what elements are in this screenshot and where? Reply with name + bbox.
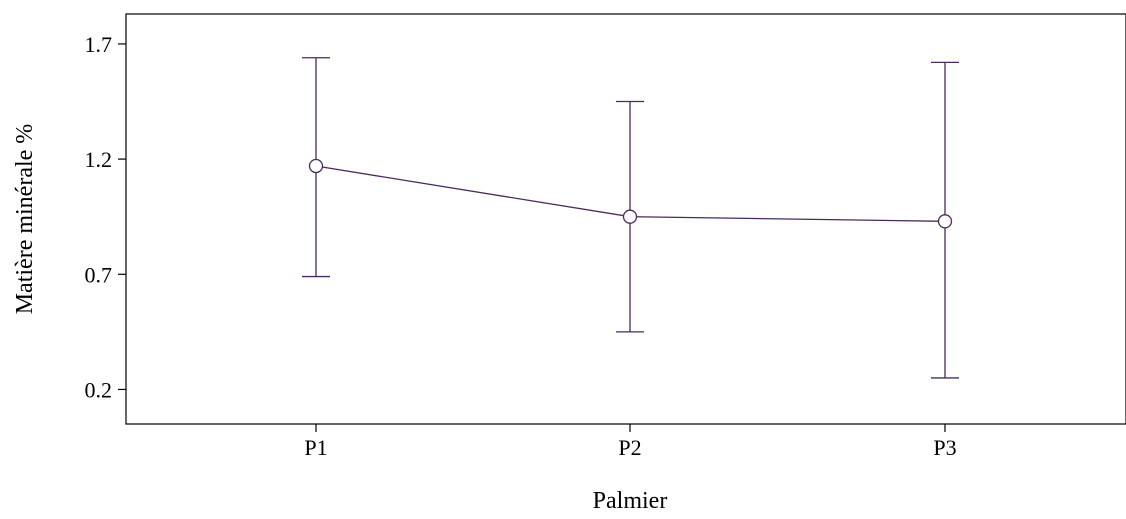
- series-layer: [302, 57, 959, 379]
- y-tick-label: 1.7: [85, 32, 113, 57]
- y-tick-label: 1.2: [85, 147, 113, 172]
- data-point: [622, 209, 638, 224]
- x-axis-title: Palmier: [593, 488, 668, 514]
- plot-frame: [125, 13, 1126, 425]
- x-tick-label: P2: [618, 435, 641, 460]
- y-axis: 0.2 0.7 1.2 1.7: [85, 32, 126, 402]
- x-axis: P1 P2 P3: [304, 424, 957, 460]
- y-tick-label: 0.7: [85, 262, 113, 287]
- y-axis-title: Matière minérale %: [12, 124, 38, 315]
- y-tick-label: 0.2: [85, 377, 113, 402]
- data-point: [308, 158, 324, 174]
- data-point: [937, 214, 953, 229]
- x-tick-label: P3: [933, 435, 956, 460]
- x-tick-label: P1: [304, 435, 327, 460]
